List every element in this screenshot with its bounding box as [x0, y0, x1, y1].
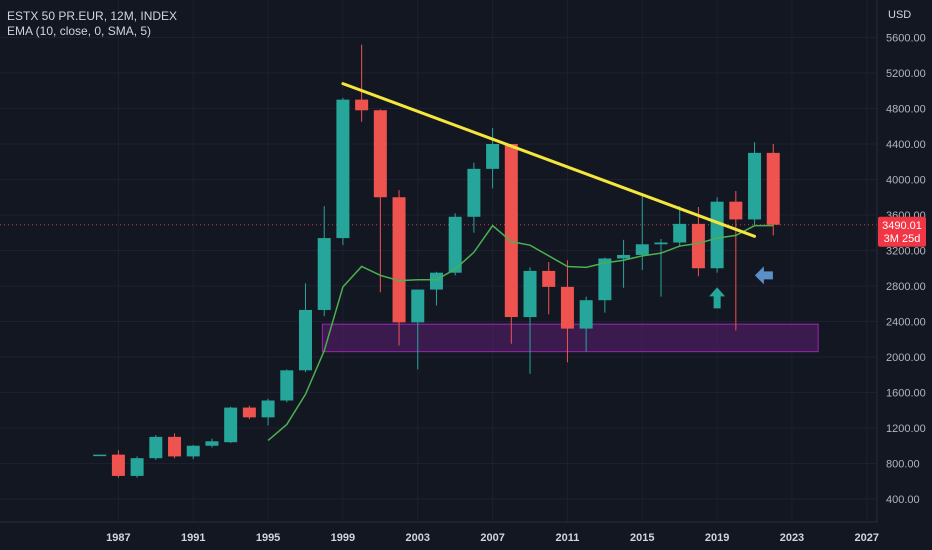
price-tick-label: 400.00 [886, 494, 920, 506]
candle-body[interactable] [542, 271, 555, 287]
candle[interactable] [280, 369, 293, 402]
time-tick-label: 1991 [181, 532, 205, 544]
time-tick-label: 1987 [106, 532, 130, 544]
price-tick-label: 5200.00 [886, 68, 926, 80]
candle-body[interactable] [112, 455, 125, 476]
price-tick-label: 4400.00 [886, 139, 926, 151]
candle-body[interactable] [505, 144, 518, 317]
candle-body[interactable] [93, 455, 106, 457]
price-tick-label: 5600.00 [886, 33, 926, 45]
symbol-title[interactable]: ESTX 50 PR.EUR, 12M, INDEX [7, 9, 177, 24]
candle-body[interactable] [355, 100, 368, 111]
time-tick-label: 2027 [855, 532, 879, 544]
candle-body[interactable] [187, 446, 200, 457]
candle-body[interactable] [767, 153, 780, 225]
candle-body[interactable] [205, 441, 218, 445]
time-tick-label: 2023 [780, 532, 804, 544]
candle-body[interactable] [748, 153, 761, 220]
candle[interactable] [168, 433, 181, 458]
last-price-marker: 3490.013M 25d [878, 217, 926, 247]
candle[interactable] [149, 435, 162, 460]
candle-body[interactable] [524, 271, 537, 317]
candle-body[interactable] [280, 370, 293, 400]
candle[interactable] [767, 144, 780, 235]
candle-body[interactable] [692, 224, 705, 268]
candle-body[interactable] [299, 310, 312, 370]
price-tick-label: 3200.00 [886, 246, 926, 258]
candle[interactable] [224, 407, 237, 443]
candle[interactable] [243, 406, 256, 419]
candle-body[interactable] [262, 400, 275, 417]
candle-body[interactable] [336, 100, 349, 238]
candle[interactable] [748, 142, 761, 225]
candle[interactable] [336, 98, 349, 245]
time-tick-label: 2007 [480, 532, 504, 544]
last-price-countdown: 3M 25d [884, 233, 921, 245]
candle-body[interactable] [430, 273, 443, 290]
price-axis-currency: USD [888, 9, 911, 21]
candle-body[interactable] [636, 244, 649, 255]
candle-body[interactable] [673, 224, 686, 243]
candle-body[interactable] [467, 169, 480, 217]
candle-body[interactable] [711, 202, 724, 269]
candle-body[interactable] [411, 290, 424, 323]
candle[interactable] [505, 144, 518, 344]
candle-body[interactable] [654, 243, 667, 245]
candle-body[interactable] [168, 437, 181, 457]
candle-body[interactable] [561, 287, 574, 329]
time-tick-label: 2003 [406, 532, 430, 544]
candle-body[interactable] [131, 458, 144, 476]
price-tick-label: 1600.00 [886, 388, 926, 400]
time-tick-label: 2019 [705, 532, 729, 544]
price-tick-label: 1200.00 [886, 423, 926, 435]
candle-body[interactable] [729, 202, 742, 220]
candle-body[interactable] [224, 408, 237, 443]
price-tick-label: 4000.00 [886, 175, 926, 187]
candle-body[interactable] [393, 197, 406, 322]
time-tick-label: 1999 [331, 532, 355, 544]
last-price-value: 3490.01 [882, 220, 922, 232]
candle-body[interactable] [580, 300, 593, 328]
candle[interactable] [711, 197, 724, 272]
candle[interactable] [393, 190, 406, 345]
price-tick-label: 2400.00 [886, 317, 926, 329]
price-tick-label: 800.00 [886, 459, 920, 471]
candle[interactable] [131, 456, 144, 477]
price-tick-label: 4800.00 [886, 104, 926, 116]
candle-body[interactable] [617, 255, 630, 259]
time-tick-label: 2015 [630, 532, 654, 544]
price-tick-label: 2800.00 [886, 281, 926, 293]
candle-body[interactable] [149, 437, 162, 458]
candle-body[interactable] [486, 144, 499, 169]
time-tick-label: 2011 [556, 532, 580, 544]
price-tick-label: 2000.00 [886, 352, 926, 364]
candle[interactable] [93, 455, 106, 457]
time-tick-label: 1995 [256, 532, 280, 544]
chart-legend[interactable]: ESTX 50 PR.EUR, 12M, INDEX EMA (10, clos… [7, 9, 177, 39]
candle-body[interactable] [243, 408, 256, 418]
indicator-label[interactable]: EMA (10, close, 0, SMA, 5) [7, 24, 177, 39]
candle-body[interactable] [374, 110, 387, 197]
candle-body[interactable] [318, 238, 331, 310]
